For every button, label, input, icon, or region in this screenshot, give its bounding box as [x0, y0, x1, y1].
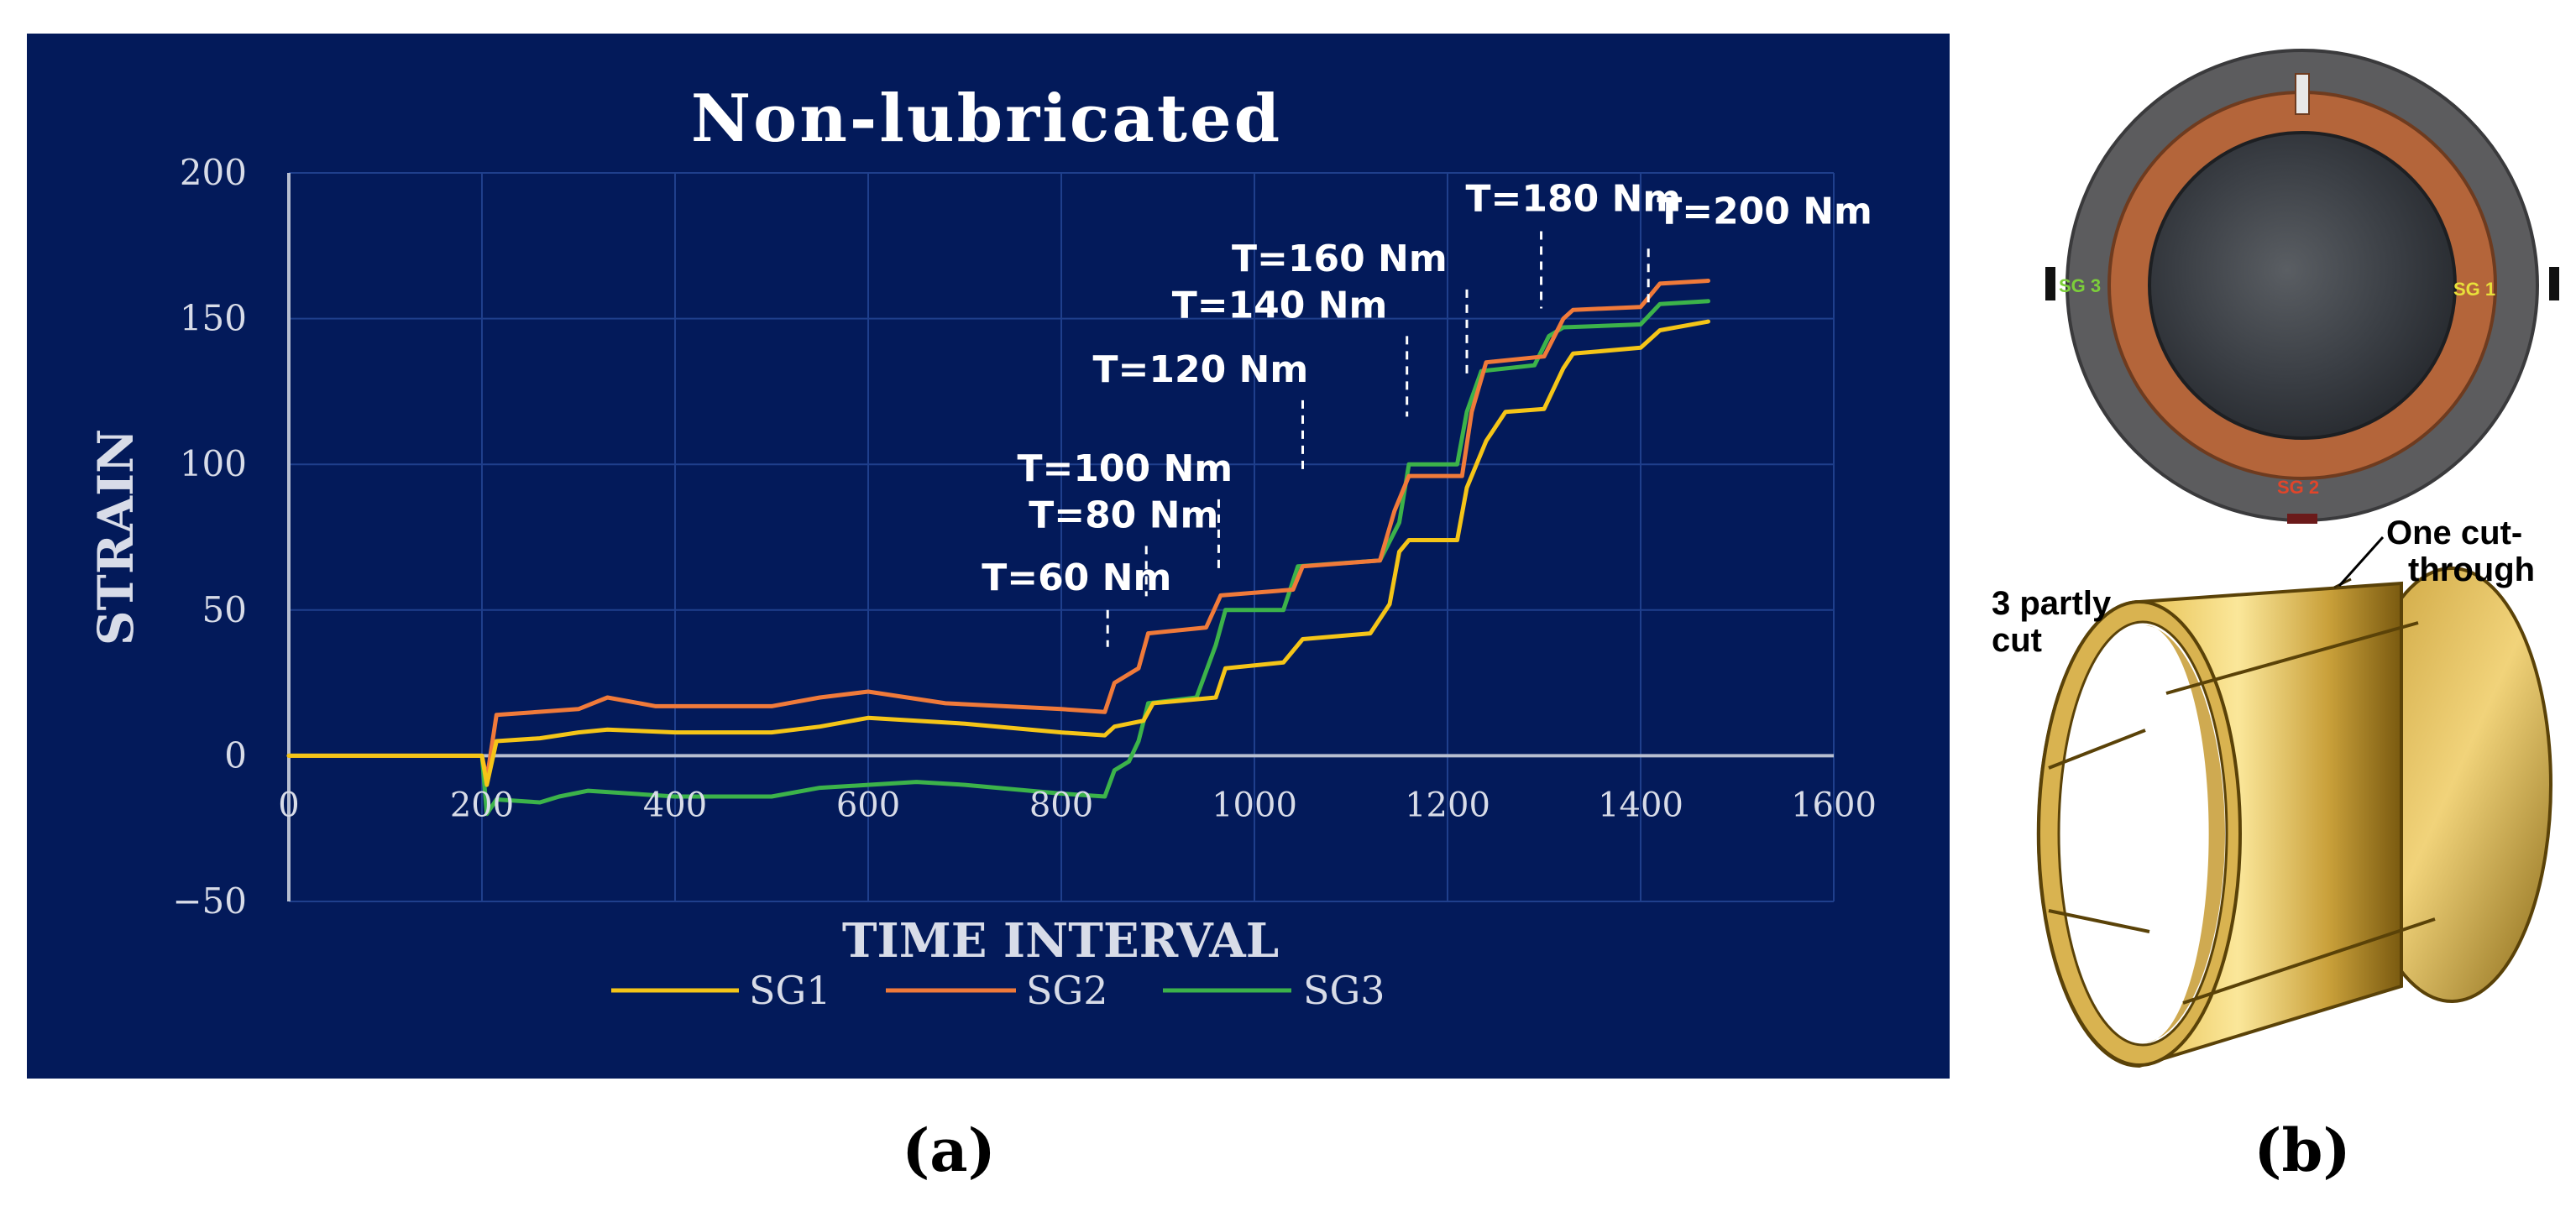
chart-ticks: 0 200 400 600 800 1000 1200 1400 1600 −50 0 50 100 15… [172, 152, 1877, 922]
partial-cut-groove-2 [2048, 729, 2146, 770]
gauge-pad-left [2045, 267, 2055, 300]
legend-label-sg2: SG2 [1026, 968, 1108, 1013]
sensor-label-sg3: SG 3 [2059, 275, 2101, 296]
partial-cut-groove-4 [2182, 917, 2436, 1005]
chart-grid [288, 172, 1835, 902]
y-axis-label: STRAIN [87, 429, 144, 645]
y-tick-label-0: 0 [224, 734, 247, 776]
cut-through-slot [2295, 73, 2310, 115]
annotation-label-7: T=200 Nm [1657, 190, 1872, 232]
legend-label-sg3: SG3 [1303, 968, 1385, 1013]
bushing-callouts: One cut- through 3 partly cut [1992, 515, 2535, 659]
callout-cut-through-line1: One cut- [2386, 515, 2522, 551]
chart-series [286, 279, 1710, 817]
legend: SG1 SG2 SG3 [611, 968, 1385, 1013]
partial-cut-groove-3 [2048, 909, 2150, 933]
sensor-label-sg1: SG 1 [2453, 279, 2495, 300]
annotation-label-4: T=140 Nm [1172, 284, 1388, 327]
callout-partly-cut-line2: cut [1992, 622, 2042, 659]
x-axis-label: TIME INTERVAL [842, 913, 1279, 969]
series-line-sg2 [286, 279, 1710, 781]
bore-inner-wall [2145, 625, 2225, 1042]
x-tick-label-600: 600 [836, 786, 900, 824]
callout-cut-through-leader [2338, 535, 2385, 588]
x-tick-label-1400: 1400 [1598, 786, 1683, 824]
gauge-pad-right [2549, 267, 2559, 300]
x-tick-label-1000: 1000 [1212, 786, 1297, 824]
callout-partly-cut-line1: 3 partly [1992, 585, 2112, 622]
annotation-label-5: T=160 Nm [1232, 238, 1448, 280]
partial-cut-groove-1 [2165, 621, 2419, 695]
y-tick-label-200: 200 [180, 152, 247, 193]
chart-axes [287, 173, 1834, 901]
shaft [2148, 131, 2457, 440]
chart-background [27, 34, 1950, 1079]
gauge-pad-bottom [2287, 514, 2317, 524]
y-tick-label-50: 50 [202, 589, 247, 630]
x-tick-label-200: 200 [450, 786, 514, 824]
annotation-label-1: T=80 Nm [1029, 494, 1218, 536]
panel-label-a: (a) [902, 1115, 996, 1185]
legend-label-sg1: SG1 [749, 968, 831, 1013]
y-tick-label--50: −50 [172, 880, 247, 922]
chart-title: Non-lubricated [691, 81, 1282, 157]
panel-label-b: (b) [2254, 1115, 2350, 1185]
bushing-top-view: SG 3 SG 1 SG 2 [2045, 49, 2559, 524]
x-tick-label-0: 0 [278, 786, 299, 824]
y-tick-label-150: 150 [180, 298, 247, 339]
bushing-3d-view [2036, 567, 2552, 1068]
annotation-label-3: T=120 Nm [1093, 348, 1309, 391]
annotation-label-2: T=100 Nm [1017, 447, 1233, 490]
callout-cut-through-line2: through [2408, 551, 2535, 588]
sensor-label-sg2: SG 2 [2277, 477, 2319, 498]
x-tick-label-1200: 1200 [1405, 786, 1490, 824]
x-tick-label-400: 400 [643, 786, 707, 824]
y-tick-label-100: 100 [180, 443, 247, 484]
annotation-label-6: T=180 Nm [1466, 177, 1682, 220]
annotation-label-0: T=60 Nm [982, 556, 1171, 599]
series-line-sg1 [286, 319, 1710, 787]
x-tick-label-800: 800 [1029, 786, 1093, 824]
x-tick-label-1600: 1600 [1791, 786, 1877, 824]
chart-annotations: T=60 NmT=80 NmT=100 NmT=120 NmT=140 NmT=… [982, 177, 1872, 647]
bushing-bore [2057, 620, 2228, 1047]
